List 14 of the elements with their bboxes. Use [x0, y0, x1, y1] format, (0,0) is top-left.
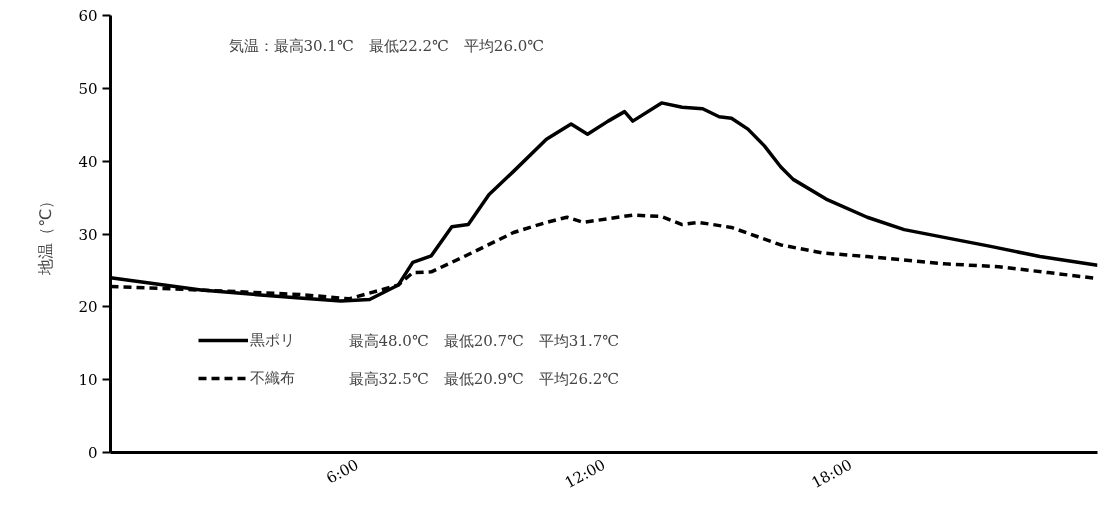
y-tick-label: 40: [78, 152, 98, 171]
legend-label: 不織布: [250, 368, 295, 388]
y-tick-label: 0: [87, 444, 98, 462]
y-tick-label: 60: [78, 7, 98, 25]
y-tick-label: 30: [78, 225, 98, 244]
y-tick-label: 50: [78, 79, 98, 98]
y-tick-label: 20: [78, 298, 98, 317]
legend-label: 黒ポリ: [250, 330, 295, 350]
y-axis-title: 地温（℃）: [36, 193, 56, 276]
y-tick-label: 10: [78, 371, 98, 390]
x-tick-label: 6:00: [323, 455, 362, 488]
annotation: 最高48.0℃ 最低20.7℃ 平均31.7℃: [348, 331, 620, 350]
annotation: 最高32.5℃ 最低20.9℃ 平均26.2℃: [348, 369, 620, 388]
annotation: 気温：最高30.1℃ 最低22.2℃ 平均26.0℃: [228, 36, 545, 55]
